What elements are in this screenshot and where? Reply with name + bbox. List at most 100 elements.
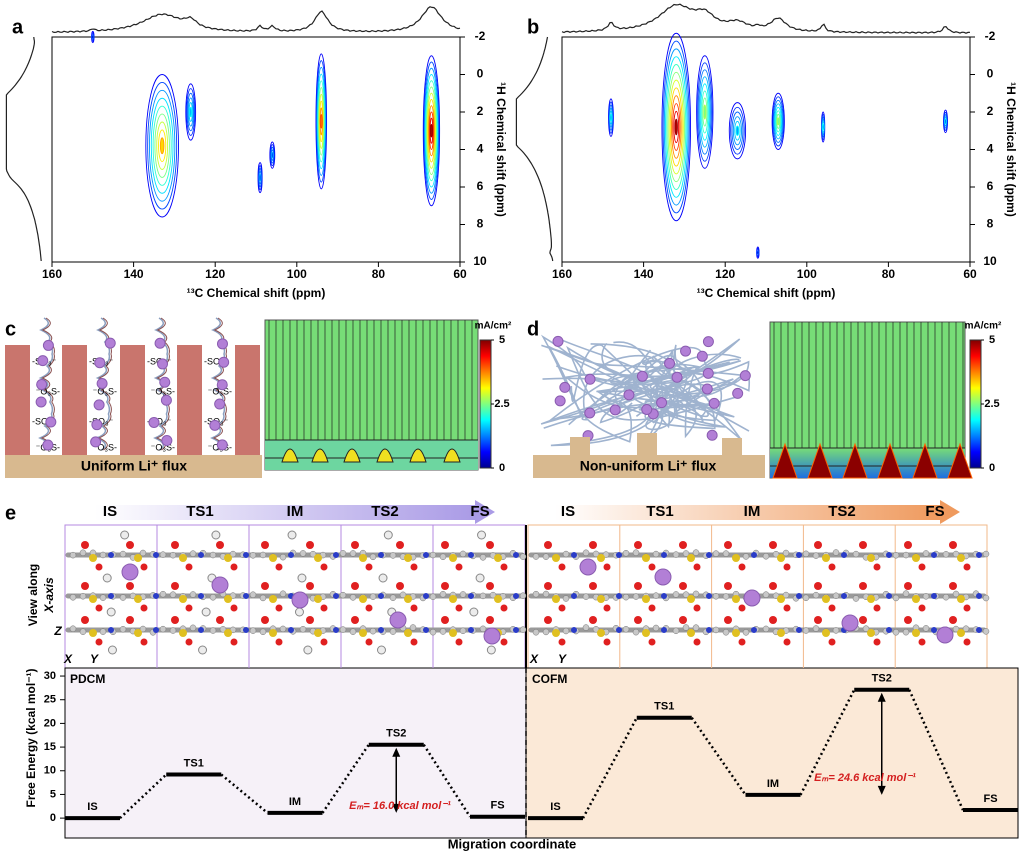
atom: [320, 563, 328, 571]
atom: [106, 607, 116, 617]
li-ion: [696, 350, 708, 362]
li-ion: [94, 357, 106, 369]
li-ion: [656, 397, 668, 409]
colorbar-tick-label: 2.5: [984, 398, 999, 410]
contour-ring: [258, 174, 262, 182]
atom: [339, 550, 347, 557]
contour-ring: [316, 66, 326, 176]
deposit: [311, 448, 329, 463]
atom: [571, 627, 577, 633]
atom: [89, 595, 97, 603]
atom: [153, 627, 159, 633]
contour-ring: [187, 97, 194, 127]
projection: [561, 3, 971, 34]
peak: [771, 92, 785, 150]
atom: [783, 638, 791, 646]
contour-ring: [147, 81, 178, 210]
atom: [859, 616, 867, 624]
y-axis-label: ¹H Chemical shift (ppm): [1004, 82, 1018, 217]
atom: [486, 541, 494, 549]
dendrite: [807, 442, 833, 479]
x-tick-label: 100: [287, 267, 307, 281]
atom: [904, 616, 912, 624]
y-tick-label: 4: [987, 142, 994, 156]
atom: [365, 563, 373, 571]
contour-ring: [731, 111, 744, 150]
atom: [679, 541, 687, 549]
li-ion: [671, 371, 683, 383]
atom: [314, 554, 322, 562]
atom: [632, 549, 640, 556]
contour-ring: [663, 48, 689, 206]
atom: [519, 626, 527, 633]
atom: [904, 541, 912, 549]
li-ion: [654, 568, 672, 586]
atom: [179, 595, 187, 603]
contour-ring: [189, 106, 193, 118]
atom: [912, 595, 920, 603]
contour-ring: [700, 83, 710, 141]
atom: [439, 628, 447, 635]
atom: [742, 553, 750, 560]
contour-ring: [428, 111, 434, 150]
y-tick-label: 8: [477, 217, 484, 231]
atom: [742, 629, 750, 636]
contour-ring: [728, 102, 747, 160]
projection: [515, 36, 554, 262]
atom: [762, 591, 770, 598]
y-axis-label: Free Energy (kcal mol⁻¹): [24, 668, 38, 807]
atom: [153, 593, 159, 599]
atom: [672, 627, 680, 635]
atom: [652, 550, 660, 558]
step-label: TS2: [371, 503, 399, 520]
atom: [378, 552, 384, 558]
atom: [712, 593, 720, 600]
contour-ring: [91, 35, 95, 39]
atom: [822, 629, 830, 637]
connector: [908, 689, 965, 811]
x-tick-label: 160: [42, 267, 62, 281]
atom: [449, 595, 457, 603]
atom: [592, 550, 600, 558]
li-ion: [93, 399, 105, 411]
contour-ring: [697, 62, 713, 162]
atom: [351, 582, 359, 590]
atom: [706, 593, 712, 599]
atom: [859, 541, 867, 549]
contour-ring: [662, 40, 690, 214]
atom: [552, 595, 560, 603]
atom: [459, 627, 467, 635]
atom: [902, 590, 910, 597]
atom: [376, 645, 386, 655]
contour-ring: [696, 55, 714, 169]
atom: [79, 592, 87, 600]
atom: [209, 627, 217, 634]
panel-label: d: [527, 318, 539, 340]
atom: [769, 616, 777, 624]
atom: [922, 593, 930, 600]
atom: [441, 541, 449, 549]
atom: [692, 624, 700, 631]
atom: [679, 616, 687, 624]
atom: [294, 607, 304, 617]
x-tick-label: 100: [797, 267, 817, 281]
atom: [306, 616, 314, 624]
atom: [732, 554, 740, 562]
atom: [949, 582, 957, 590]
atom: [672, 591, 680, 598]
atom: [486, 582, 494, 590]
atom: [822, 554, 830, 562]
atom: [693, 604, 701, 612]
li-ion: [702, 336, 714, 348]
atom: [661, 627, 667, 633]
dendrite: [912, 442, 938, 479]
atom: [479, 592, 487, 600]
y-tick-label: 0: [50, 812, 56, 824]
atom: [562, 627, 570, 635]
series-name: PDCM: [70, 672, 105, 686]
atom: [383, 530, 393, 540]
li-ion: [706, 429, 718, 441]
atom: [582, 549, 590, 557]
colorbar: [969, 339, 982, 469]
polymer-chain: [566, 345, 743, 440]
